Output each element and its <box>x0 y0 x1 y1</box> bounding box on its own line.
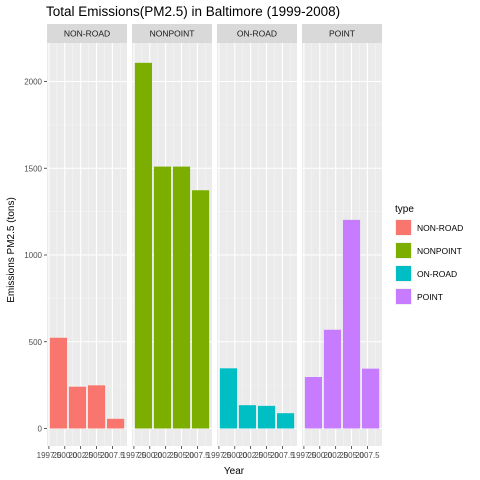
facet-strip <box>302 24 382 43</box>
bar-point-2002 <box>323 329 342 429</box>
x-tick-label: 2000.0 <box>53 451 78 460</box>
facet-strip <box>132 24 212 43</box>
bar-nonpoint-2002 <box>153 166 172 429</box>
x-axis-title: Year <box>224 466 245 477</box>
x-tick-label: 2002.5 <box>68 451 93 460</box>
legend-key-swatch <box>396 289 411 304</box>
x-tick-label: 2007.5 <box>100 451 125 460</box>
legend: NON-ROAD NONPOINT ON-ROAD POINT <box>395 219 463 305</box>
x-tick-label: 2007.5 <box>355 451 380 460</box>
legend-key-swatch <box>396 266 411 281</box>
bar-on-road-2005 <box>257 405 276 429</box>
x-tick-label: 1997.5 <box>292 451 317 460</box>
y-tick-label: 500 <box>29 338 43 347</box>
legend-key-swatch <box>396 243 411 258</box>
facet-strip <box>47 24 127 43</box>
facet-strip-label: NON-ROAD <box>64 29 110 39</box>
bar-on-road-2002 <box>238 405 257 429</box>
legend-item-on-road: ON-ROAD <box>395 265 457 282</box>
y-tick-label: 0 <box>38 425 43 434</box>
legend-item-nonpoint: NONPOINT <box>395 242 462 259</box>
x-tick-label: 2002.5 <box>323 451 348 460</box>
bar-non-road-2005 <box>87 385 106 429</box>
x-tick-label: 2005.0 <box>339 451 364 460</box>
facet-strip <box>217 24 297 43</box>
chart-title: Total Emissions(PM2.5) in Baltimore (199… <box>46 4 340 19</box>
x-tick-label: 2007.5 <box>270 451 295 460</box>
x-tick-label: 2000.0 <box>308 451 333 460</box>
bar-non-road-1999 <box>49 337 67 429</box>
legend-label: NONPOINT <box>417 246 462 256</box>
bar-non-road-2002 <box>68 386 87 429</box>
bar-point-2005 <box>342 219 361 429</box>
bar-non-road-2008 <box>107 418 125 429</box>
legend-key-swatch <box>396 220 411 235</box>
y-tick-label: 2000 <box>24 78 42 87</box>
x-tick-label: 2005.0 <box>254 451 279 460</box>
y-axis-title: Emissions PM2.5 (tons) <box>6 197 17 303</box>
x-tick-label: 2002.5 <box>238 451 263 460</box>
x-tick-label: 1997.5 <box>207 451 232 460</box>
legend-item-point: POINT <box>395 288 443 305</box>
x-tick-label: 2007.5 <box>185 451 210 460</box>
x-tick-label: 2002.5 <box>153 451 178 460</box>
legend-label: NON-ROAD <box>417 223 463 233</box>
plot-area: NON-ROAD1997.52000.02002.52005.02007.5NO… <box>24 24 382 460</box>
legend-title: type <box>395 204 414 215</box>
legend-item-non-road: NON-ROAD <box>395 219 463 236</box>
bar-on-road-1999 <box>219 368 237 429</box>
x-tick-label: 1997.5 <box>122 451 147 460</box>
bar-on-road-2008 <box>277 413 295 429</box>
x-tick-label: 2000.0 <box>138 451 163 460</box>
bar-nonpoint-1999 <box>134 62 152 429</box>
facet-strip-label: POINT <box>329 29 355 39</box>
facet-strip-label: ON-ROAD <box>237 29 277 39</box>
x-tick-label: 2005.0 <box>169 451 194 460</box>
x-tick-label: 1997.5 <box>37 451 62 460</box>
bar-nonpoint-2008 <box>192 190 210 429</box>
legend-label: ON-ROAD <box>417 269 457 279</box>
facet-strip-label: NONPOINT <box>150 29 195 39</box>
x-tick-label: 2000.0 <box>223 451 248 460</box>
bar-point-2008 <box>362 368 380 429</box>
x-tick-label: 2005.0 <box>84 451 109 460</box>
legend-label: POINT <box>417 292 443 302</box>
y-tick-label: 1500 <box>24 164 42 173</box>
y-tick-label: 1000 <box>24 251 42 260</box>
bar-nonpoint-2005 <box>172 166 191 429</box>
bar-point-1999 <box>304 377 322 429</box>
